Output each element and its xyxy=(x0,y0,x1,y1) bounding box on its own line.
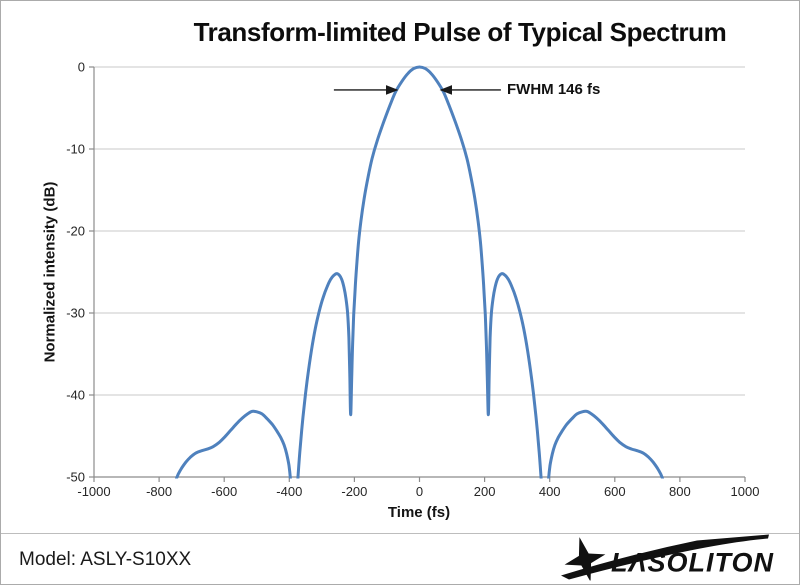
y-tick-label: -30 xyxy=(66,306,85,321)
x-tick-label: 400 xyxy=(539,484,561,499)
pulse-curve xyxy=(174,65,665,479)
x-tick-label: 0 xyxy=(416,484,423,499)
brand-logo: LΛSOLITON xyxy=(559,534,789,584)
x-tick-label: -200 xyxy=(341,484,367,499)
footer: Model: ASLY-S10XX LΛSOLITON xyxy=(1,534,799,584)
x-tick-label: 200 xyxy=(474,484,496,499)
y-tick-label: -40 xyxy=(66,388,85,403)
x-tick-label: 600 xyxy=(604,484,626,499)
x-tick-label: -600 xyxy=(211,484,237,499)
chart-region: Transform-limited Pulse of Typical Spect… xyxy=(1,1,799,533)
star-swoosh-icon xyxy=(561,534,769,582)
x-tick-label: -400 xyxy=(276,484,302,499)
x-tick-label: 1000 xyxy=(731,484,760,499)
y-tick-label: -50 xyxy=(66,470,85,485)
footer-divider xyxy=(1,533,799,534)
fwhm-annotation-label: FWHM 146 fs xyxy=(507,81,601,98)
x-tick-label: -1000 xyxy=(77,484,110,499)
y-tick-label: -10 xyxy=(66,142,85,157)
plot-area: -1000 -800 -600 -400 -200 0 200 400 600 800 1000 0 -… xyxy=(66,60,760,500)
x-tick-label: -800 xyxy=(146,484,172,499)
y-tick-label: -20 xyxy=(66,224,85,239)
x-axis-title: Time (fs) xyxy=(387,504,451,521)
y-tick-label: 0 xyxy=(78,60,85,75)
x-tick-label: 800 xyxy=(669,484,691,499)
chart-title: Transform-limited Pulse of Typical Spect… xyxy=(193,17,727,47)
brand-name: LΛSOLITON xyxy=(611,547,774,577)
model-label: Model: ASLY-S10XX xyxy=(19,548,192,570)
